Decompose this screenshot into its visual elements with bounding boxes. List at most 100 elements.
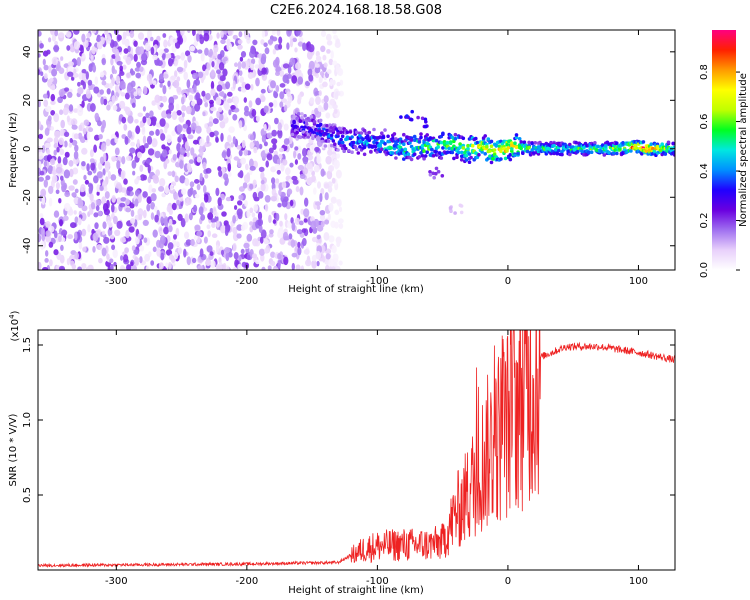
spectrogram-noise-cell [196, 156, 202, 163]
spectrogram-noise-cell [275, 181, 279, 189]
spectrogram-noise-cell [60, 119, 65, 129]
y-tick-label: 1.0 [22, 412, 33, 428]
spectrogram-noise-cell [270, 260, 276, 267]
spectrogram-noise-cell [283, 138, 290, 145]
spectrogram-signal-cell [408, 141, 412, 145]
spectrogram-noise-cell [171, 130, 176, 137]
spectrogram-noise-cell [268, 102, 274, 108]
spectrogram-noise-cell [101, 80, 107, 86]
spectrogram-noise-cell [327, 69, 332, 75]
spectrogram-signal-cell [513, 141, 517, 145]
spectrogram-noise-cell [72, 179, 78, 185]
spectrogram-noise-cell [308, 60, 315, 70]
spectrogram-noise-cell [315, 55, 322, 61]
spectrogram-noise-cell [327, 213, 331, 221]
spectrogram-noise-cell [146, 203, 151, 212]
spectrogram-noise-cell [203, 32, 210, 42]
spectrogram-noise-cell [81, 33, 86, 43]
spectrogram-signal-cell [508, 153, 513, 157]
spectrogram-noise-cell [38, 53, 41, 58]
colorbar-tick-label: 0.6 [699, 114, 710, 130]
spectrogram-noise-cell [97, 120, 102, 127]
spectrogram-noise-cell [315, 96, 321, 105]
y-tick-label: 1.5 [22, 337, 33, 353]
spectrogram-noise-cell [139, 66, 144, 72]
spectrogram-signal-cell [389, 146, 394, 150]
spectrogram-noise-cell [49, 77, 54, 83]
spectrogram-signal-cell [589, 150, 594, 154]
spectrogram-noise-cell [175, 241, 180, 247]
spectrogram-noise-cell [136, 61, 141, 69]
spectrogram-noise-cell [336, 199, 340, 205]
snr-frame [37, 329, 676, 571]
spectrogram-signal-cell [320, 139, 325, 144]
spectrogram-signal-cell [514, 135, 519, 140]
spectrogram-noise-cell [320, 220, 325, 228]
spectrogram-noise-cell [201, 90, 206, 97]
spectrogram-noise-cell [332, 104, 338, 110]
spectrogram-noise-cell [271, 129, 278, 137]
spectrogram-noise-cell [96, 191, 100, 196]
spectrogram-signal-cell [671, 141, 675, 146]
x-tick-label: 100 [629, 576, 648, 587]
spectrogram-noise-cell [205, 92, 211, 101]
spectrogram-signal-cell [298, 135, 303, 139]
spectrogram-noise-cell [90, 162, 96, 171]
spectrogram-noise-cell [93, 175, 99, 184]
spectrogram-noise-cell [287, 188, 293, 195]
spectrogram-noise-cell [227, 30, 234, 36]
spectrogram-noise-cell [68, 160, 74, 167]
spectrogram-noise-cell [192, 72, 199, 80]
spectrogram-noise-cell [48, 241, 54, 248]
spectrogram-noise-cell [162, 33, 167, 38]
spectrogram-noise-cell [297, 164, 305, 171]
spectrogram-signal-cell [304, 122, 309, 126]
spectrogram-noise-cell [251, 58, 256, 65]
spectrogram-signal-cell [311, 136, 315, 140]
spectrogram-noise-cell [250, 63, 255, 71]
spectrogram-noise-cell [277, 122, 282, 131]
spectrogram-noise-cell [64, 87, 70, 92]
spectrogram-noise-cell [186, 197, 192, 206]
spectrogram-noise-cell [58, 137, 65, 146]
spectrogram-signal-cell [511, 144, 516, 148]
spectrogram-noise-cell [295, 186, 300, 193]
spectrogram-noise-cell [246, 36, 251, 44]
spectrogram-noise-cell [72, 167, 79, 175]
spectrogram-noise-cell [78, 241, 83, 250]
spectrogram-signal-cell [441, 146, 445, 150]
spectrogram-noise-cell [71, 132, 76, 140]
spectrogram-noise-cell [204, 141, 211, 147]
spectrogram-noise-cell [291, 262, 295, 270]
spectrogram-noise-cell [152, 174, 159, 180]
spectrogram-noise-cell [63, 169, 71, 179]
spectrogram-frame [37, 29, 676, 271]
spectrogram-noise-cell [263, 141, 268, 147]
spectrogram-noise-cell [330, 50, 334, 59]
spectrogram-noise-cell [53, 142, 58, 149]
spectrogram-signal-cell [447, 146, 452, 151]
spectrogram-noise-cell [316, 234, 321, 240]
spectrogram-noise-cell [257, 191, 264, 199]
spectrogram-noise-cell [294, 146, 299, 151]
spectrogram-noise-cell [291, 252, 298, 258]
spectrogram-noise-cell [171, 170, 176, 178]
spectrogram-noise-cell [38, 160, 42, 169]
spectrogram-noise-cell [108, 82, 113, 89]
spectrogram-signal-cell [525, 149, 530, 154]
spectrogram-noise-cell [290, 239, 296, 248]
spectrogram-noise-cell [53, 136, 59, 145]
spectrogram-signal-cell [477, 153, 481, 157]
spectrogram-signal-cell [297, 112, 301, 116]
spectrogram-noise-cell [226, 38, 231, 46]
spectrogram-noise-cell [54, 30, 59, 37]
spectrogram-signal-cell [455, 155, 459, 159]
spectrogram-noise-cell [260, 183, 266, 192]
spectrogram-noise-cell [203, 193, 209, 203]
spectrogram-noise-cell [125, 155, 132, 161]
y-tick-label: 0.5 [22, 487, 33, 503]
spectrogram-noise-cell [104, 191, 110, 199]
spectrogram-noise-cell [104, 161, 111, 169]
spectrogram-signal-cell [635, 146, 639, 151]
spectrogram-noise-cell [145, 158, 151, 164]
